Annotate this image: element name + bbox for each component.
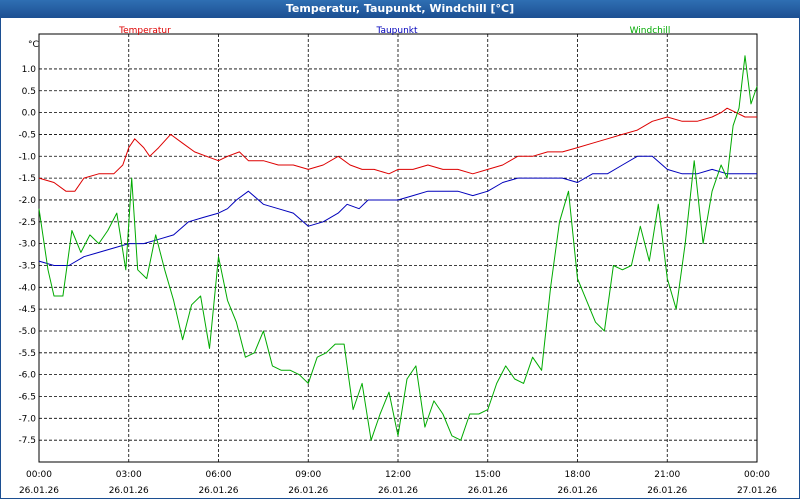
y-axis-unit: °C bbox=[28, 40, 39, 50]
x-tick-date: 26.01.26 bbox=[109, 486, 149, 496]
y-tick-label: -5.0 bbox=[18, 327, 36, 337]
y-tick-label: 0.0 bbox=[22, 109, 37, 119]
y-tick-label: -4.0 bbox=[18, 283, 36, 293]
y-tick-label: -1.5 bbox=[18, 174, 36, 184]
legend-windchill: Windchill bbox=[630, 26, 671, 36]
chart-title: Temperatur, Taupunkt, Windchill [°C] bbox=[0, 0, 800, 18]
legend-temperatur: Temperatur bbox=[118, 26, 171, 36]
y-tick-label: -3.5 bbox=[18, 261, 36, 271]
y-tick-label: -7.0 bbox=[18, 414, 36, 424]
legend-taupunkt: Taupunkt bbox=[375, 26, 418, 36]
y-tick-label: 0.5 bbox=[22, 87, 36, 97]
y-tick-label: -5.5 bbox=[18, 349, 36, 359]
x-tick-date: 26.01.26 bbox=[468, 486, 508, 496]
series-line-temperatur bbox=[38, 107, 757, 192]
y-tick-label: -2.5 bbox=[18, 218, 36, 228]
y-tick-label: -0.5 bbox=[18, 130, 36, 140]
y-tick-label: -7.5 bbox=[18, 436, 36, 446]
x-tick-time: 12:00 bbox=[385, 470, 411, 480]
x-tick-date: 26.01.26 bbox=[288, 486, 328, 496]
x-tick-time: 06:00 bbox=[206, 470, 232, 480]
y-tick-label: 1.0 bbox=[22, 65, 37, 75]
x-tick-time: 09:00 bbox=[295, 470, 321, 480]
x-tick-time: 15:00 bbox=[475, 470, 501, 480]
x-tick-date: 26.01.26 bbox=[198, 486, 238, 496]
x-tick-date: 26.01.26 bbox=[19, 486, 59, 496]
x-tick-date: 26.01.26 bbox=[647, 486, 687, 496]
series-line-taupunkt bbox=[38, 155, 757, 266]
x-tick-time: 18:00 bbox=[565, 470, 591, 480]
x-tick-time: 00:00 bbox=[26, 470, 52, 480]
x-tick-time: 21:00 bbox=[654, 470, 680, 480]
x-tick-labels: 00:00 26.01.26 03:00 26.01.26 06:00 26.01.26 0… bbox=[19, 470, 777, 496]
series-line-windchill bbox=[38, 55, 758, 441]
y-tick-label: -2.0 bbox=[18, 196, 36, 206]
series-lines bbox=[38, 55, 758, 441]
legend: Temperatur Taupunkt Windchill bbox=[118, 26, 670, 36]
y-tick-labels: 1.0 0.5 0.0 -0.5 -1.0 -1.5 -2.0 -2.5 -3.0 -3.5 -4.… bbox=[18, 65, 36, 446]
x-tick-date: 26.01.26 bbox=[378, 486, 418, 496]
x-tick-time: 03:00 bbox=[116, 470, 142, 480]
x-tick-date: 26.01.26 bbox=[557, 486, 597, 496]
y-tick-label: -4.5 bbox=[18, 305, 36, 315]
x-tick-time: 00:00 bbox=[744, 470, 770, 480]
y-tick-label: -1.0 bbox=[18, 152, 36, 162]
grid bbox=[38, 33, 758, 463]
y-tick-label: -6.5 bbox=[18, 392, 36, 402]
x-tick-date: 27.01.26 bbox=[737, 486, 777, 496]
plot-area bbox=[38, 33, 758, 463]
y-tick-label: -3.0 bbox=[18, 240, 36, 250]
y-tick-label: -6.0 bbox=[18, 371, 36, 381]
chart-frame bbox=[0, 18, 800, 499]
